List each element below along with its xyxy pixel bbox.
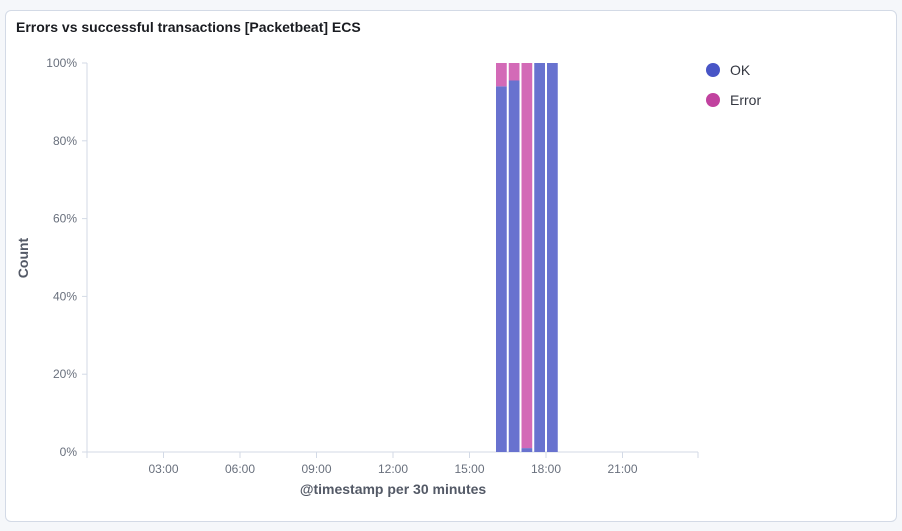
x-tick-label: 12:00 [378,462,408,476]
bar-ok-1630[interactable] [508,80,520,452]
legend: OK Error [706,55,761,115]
y-tick-label: 80% [53,134,77,148]
x-tick-label: 03:00 [148,462,178,476]
x-tick-label: 09:00 [301,462,331,476]
bar-ok-1700[interactable] [521,448,533,452]
bar-error-1700[interactable] [521,63,533,449]
visualization-panel: Errors vs successful transactions [Packe… [5,10,897,522]
stacked-bar-chart: 0% 20% 40% 60% 80% 100% 03:00 06:00 09:00 12:00 1… [15,56,699,497]
panel-title: Errors vs successful transactions [Packe… [16,19,361,35]
x-axis: 03:00 06:00 09:00 12:00 15:00 18:00 21:00 [86,451,699,476]
y-tick-label: 60% [53,212,77,226]
bar-error-1600[interactable] [496,63,507,87]
x-axis-title: @timestamp per 30 minutes [300,481,487,497]
x-tick-label: 21:00 [607,462,637,476]
y-tick-label: 40% [53,289,77,303]
bars-group [496,63,558,452]
x-tick-label: 06:00 [225,462,255,476]
legend-label-ok: OK [730,62,751,78]
y-tick-label: 0% [60,445,78,459]
x-tick-label: 18:00 [531,462,561,476]
x-tick-label: 15:00 [454,462,484,476]
bar-ok-1600[interactable] [496,86,507,452]
y-tick-label: 100% [46,56,77,70]
bar-ok-1800[interactable] [547,63,558,452]
y-tick-label: 20% [53,367,77,381]
legend-dot-ok [706,63,720,77]
bar-error-1630[interactable] [508,63,520,81]
legend-item-ok[interactable]: OK [706,55,761,85]
legend-item-error[interactable]: Error [706,85,761,115]
bar-ok-1730[interactable] [534,63,545,452]
legend-label-error: Error [730,92,762,108]
y-axis: 0% 20% 40% 60% 80% 100% [46,56,88,459]
y-axis-title: Count [15,237,31,278]
legend-dot-error [706,93,720,107]
